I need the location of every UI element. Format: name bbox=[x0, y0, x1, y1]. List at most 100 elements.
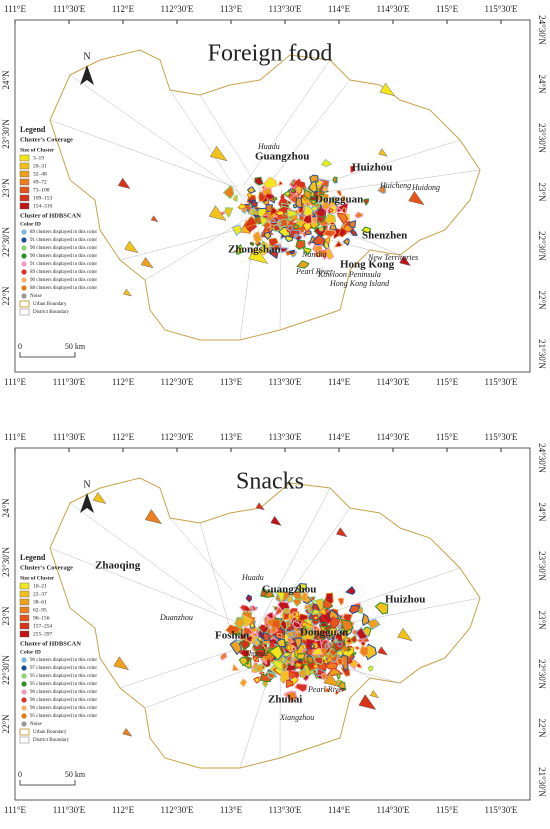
cluster bbox=[290, 188, 295, 193]
cluster bbox=[276, 632, 283, 639]
cluster bbox=[296, 260, 310, 269]
cluster bbox=[328, 221, 336, 226]
legend-swatch bbox=[19, 630, 30, 638]
scale-label: 50 km bbox=[65, 770, 86, 779]
lon-tick-label: 114°30'E bbox=[377, 432, 410, 442]
cluster bbox=[301, 246, 312, 256]
district-boundary bbox=[49, 119, 236, 188]
cluster bbox=[295, 662, 302, 668]
cluster bbox=[265, 204, 274, 213]
legend-label: 90 clusters displayed in this color bbox=[30, 246, 97, 251]
cluster bbox=[231, 224, 242, 236]
legend-label: 96–156 bbox=[33, 615, 50, 621]
place-label: New Territories bbox=[367, 253, 418, 262]
place-label: Huicheng bbox=[379, 181, 411, 190]
legend-dot bbox=[21, 657, 27, 663]
cluster bbox=[263, 231, 272, 240]
cluster bbox=[397, 627, 413, 642]
cluster bbox=[258, 192, 267, 203]
place-label: Foshan bbox=[215, 630, 249, 642]
lon-tick-label: 115°30'E bbox=[485, 432, 518, 442]
cluster bbox=[336, 673, 341, 681]
lat-tick-label: 23°N bbox=[537, 610, 547, 630]
cluster bbox=[280, 670, 289, 683]
legend-label: 95 clusters displayed in this color bbox=[30, 714, 97, 719]
cluster bbox=[322, 229, 337, 238]
cluster bbox=[337, 226, 348, 238]
cluster bbox=[271, 619, 281, 629]
cluster bbox=[282, 611, 290, 621]
lat-tick-label: 24°30'N bbox=[537, 443, 547, 473]
cluster bbox=[270, 206, 278, 216]
cluster bbox=[294, 683, 308, 693]
cluster bbox=[279, 619, 288, 632]
cluster bbox=[318, 225, 324, 232]
lon-tick-label: 113°30'E bbox=[269, 805, 302, 815]
lon-tick-label: 115°E bbox=[436, 4, 459, 14]
legend-dot bbox=[21, 269, 27, 275]
panel-title: Foreign food bbox=[208, 41, 333, 67]
cluster bbox=[225, 624, 240, 635]
cluster bbox=[237, 202, 247, 210]
cluster bbox=[288, 249, 296, 255]
legend-label: 96 clusters displayed in this color bbox=[30, 698, 97, 703]
place-label: Shenzhen bbox=[362, 230, 407, 242]
lat-tick-label: 23°30'N bbox=[537, 551, 547, 581]
cluster bbox=[312, 216, 318, 224]
legend-label: 157–254 bbox=[33, 623, 53, 629]
legend-heading: Color ID bbox=[20, 221, 41, 227]
cluster bbox=[239, 633, 246, 641]
place-label: Guangzhou bbox=[262, 584, 316, 596]
cluster bbox=[123, 288, 133, 297]
cluster bbox=[209, 145, 228, 162]
legend-label: 109–153 bbox=[33, 195, 53, 201]
legend-title: Legend bbox=[20, 125, 46, 134]
lon-tick-label: 111°E bbox=[4, 377, 26, 387]
cluster bbox=[324, 687, 330, 693]
place-label: Huadu bbox=[257, 142, 280, 151]
cluster bbox=[259, 624, 267, 630]
map-panel: 111°E 111°E 111°30'E 111°30'E 112°E 112°E 112°… bbox=[1, 432, 547, 815]
cluster bbox=[348, 604, 360, 615]
cluster bbox=[224, 207, 234, 218]
lon-tick-label: 115°E bbox=[436, 432, 459, 442]
cluster bbox=[322, 201, 331, 211]
cluster bbox=[369, 689, 380, 699]
lon-tick-label: 113°30'E bbox=[269, 377, 302, 387]
cluster bbox=[350, 165, 356, 173]
lon-tick-label: 111°E bbox=[4, 4, 26, 14]
place-label: Huizhou bbox=[352, 162, 392, 174]
cluster bbox=[291, 590, 303, 600]
cluster bbox=[354, 211, 364, 219]
legend-title: Legend bbox=[20, 553, 46, 562]
cluster bbox=[232, 194, 238, 202]
cluster bbox=[233, 616, 245, 629]
cluster bbox=[319, 220, 326, 226]
legend-swatch bbox=[19, 170, 30, 178]
cluster bbox=[274, 590, 285, 603]
cluster bbox=[336, 624, 342, 630]
cluster bbox=[286, 209, 298, 218]
legend-swatch bbox=[19, 194, 30, 202]
legend-label: 10–21 bbox=[33, 583, 47, 589]
lat-tick-label: 22°N bbox=[537, 290, 547, 310]
cluster bbox=[309, 669, 315, 675]
legend-heading: Cluster's Coverage bbox=[20, 564, 73, 571]
legend-swatch bbox=[19, 582, 30, 590]
cluster bbox=[231, 663, 240, 671]
cluster bbox=[294, 615, 301, 620]
legend-label: 3–19 bbox=[33, 155, 44, 161]
cluster bbox=[324, 661, 339, 670]
cluster bbox=[270, 515, 282, 526]
cluster bbox=[323, 672, 341, 688]
legend-dot bbox=[21, 721, 27, 727]
cluster bbox=[311, 625, 318, 631]
lat-tick-label: 23°N bbox=[1, 606, 11, 626]
legend-label: 95 clusters displayed in this color bbox=[30, 674, 97, 679]
cluster bbox=[290, 661, 295, 666]
legend-label: 90 clusters displayed in this color bbox=[30, 254, 97, 259]
legend-heading: Cluster of HDBSCAN bbox=[20, 640, 81, 647]
cluster bbox=[254, 176, 264, 186]
district-boundary bbox=[169, 517, 233, 591]
lon-tick-label: 112°30'E bbox=[161, 4, 194, 14]
